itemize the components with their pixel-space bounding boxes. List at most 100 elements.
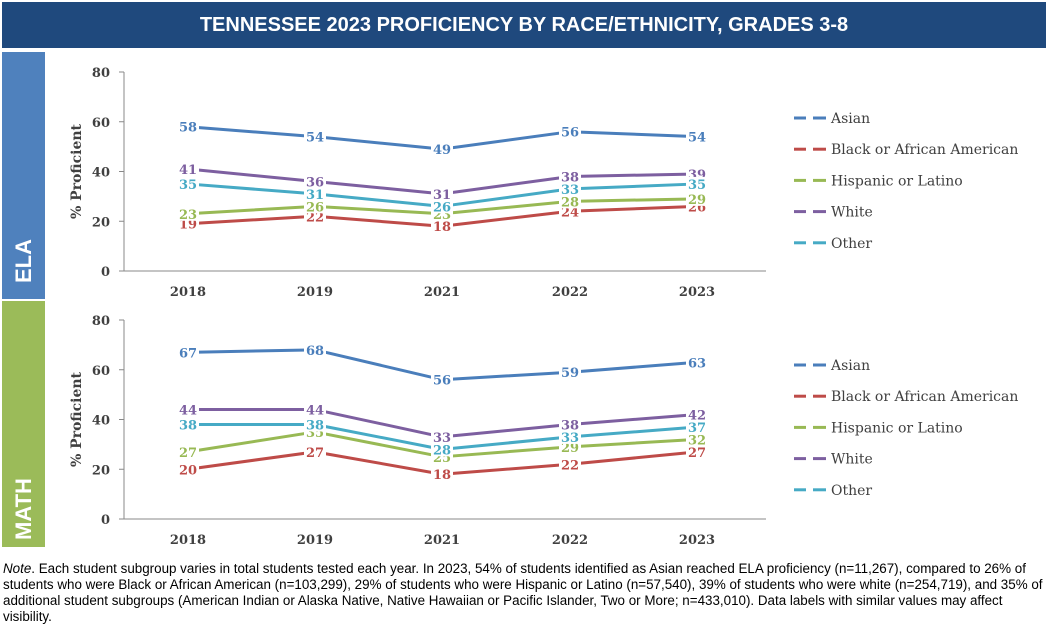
data-label-background [559, 457, 581, 472]
legend-label-asian: Asian [830, 358, 870, 374]
ela-panel-label: ELA [10, 238, 36, 283]
data-label-asian: 67 [179, 346, 197, 361]
data-label-background [304, 199, 326, 214]
data-label-background [304, 186, 326, 201]
data-label-asian: 58 [179, 121, 197, 136]
y-tick-label: 20 [92, 215, 110, 230]
data-label-asian: 54 [688, 131, 706, 146]
data-label-white: 38 [561, 170, 579, 185]
data-label-background [431, 142, 453, 157]
data-label-background [686, 355, 708, 370]
math-panel-tab: MATH [2, 301, 45, 547]
data-label-hispanic-or-latino: 23 [179, 208, 197, 223]
data-label-white: 44 [306, 404, 324, 419]
data-label-background [431, 219, 453, 234]
ela-panel-tab: ELA [2, 52, 45, 299]
data-label-hispanic-or-latino: 29 [688, 193, 706, 208]
data-label-background [686, 407, 708, 422]
data-label-background [304, 129, 326, 144]
y-tick-label: 80 [92, 66, 110, 81]
data-label-background [559, 194, 581, 209]
data-label-white: 44 [179, 404, 197, 419]
data-label-background [177, 206, 199, 221]
data-label-background [177, 119, 199, 134]
data-label-background [177, 444, 199, 459]
data-label-background [686, 419, 708, 434]
x-tick-label: 2023 [679, 285, 715, 300]
data-label-black-or-african-american: 18 [433, 220, 451, 235]
x-tick-label: 2018 [170, 285, 206, 300]
data-label-background [559, 417, 581, 432]
data-label-background [686, 191, 708, 206]
x-tick-label: 2018 [170, 533, 206, 548]
data-label-background [177, 462, 199, 477]
legend-label-black-or-african-american: Black or African American [831, 389, 1018, 405]
data-label-asian: 63 [688, 356, 706, 371]
chart-title: TENNESSEE 2023 PROFICIENCY BY RACE/ETHNI… [199, 13, 849, 36]
y-tick-label: 40 [92, 414, 110, 429]
data-label-background [304, 174, 326, 189]
data-label-other: 26 [433, 200, 451, 215]
chart-title-bar: TENNESSEE 2023 PROFICIENCY BY RACE/ETHNI… [2, 2, 1046, 48]
data-label-white: 36 [306, 175, 324, 190]
data-label-black-or-african-american: 22 [306, 210, 324, 225]
legend-label-asian: Asian [830, 111, 870, 127]
y-tick-label: 60 [92, 364, 110, 379]
ela-line-chart: 0 20 40 60 80 2018 2019 2021 2022 2023 % Proficien… [69, 66, 1018, 300]
math-panel-label: MATH [10, 478, 36, 540]
data-label-hispanic-or-latino: 26 [306, 200, 324, 215]
data-label-asian: 59 [561, 366, 579, 381]
data-label-white: 38 [561, 418, 579, 433]
data-label-background [686, 176, 708, 191]
y-tick-label: 80 [92, 314, 110, 329]
data-label-asian: 56 [561, 126, 579, 141]
y-tick-label: 60 [92, 116, 110, 131]
data-label-white: 31 [433, 188, 451, 203]
data-label-background [431, 467, 453, 482]
data-label-hispanic-or-latino: 32 [688, 433, 706, 448]
legend-label-black-or-african-american: Black or African American [831, 142, 1018, 158]
note-text: . Each student subgroup varies in total … [3, 561, 1043, 624]
data-label-background [177, 417, 199, 432]
y-tick-label: 20 [92, 463, 110, 478]
legend-label-white: White [831, 452, 873, 468]
legend-label-hispanic-or-latino: Hispanic or Latino [831, 420, 963, 436]
data-label-background [559, 429, 581, 444]
data-label-asian: 54 [306, 131, 324, 146]
data-label-background [559, 365, 581, 380]
legend-label-hispanic-or-latino: Hispanic or Latino [831, 173, 963, 189]
data-label-background [559, 181, 581, 196]
data-label-asian: 49 [433, 143, 451, 158]
data-label-other: 38 [179, 418, 197, 433]
data-label-black-or-african-american: 24 [561, 205, 579, 220]
data-label-black-or-african-american: 19 [179, 218, 197, 233]
chart-note: Note. Each student subgroup varies in to… [3, 561, 1043, 625]
x-tick-label: 2021 [424, 285, 460, 300]
data-label-asian: 56 [433, 374, 451, 389]
data-label-background [177, 402, 199, 417]
data-label-background [686, 432, 708, 447]
data-label-black-or-african-american: 27 [306, 446, 324, 461]
data-label-other: 37 [688, 421, 706, 436]
data-label-background [304, 402, 326, 417]
data-label-hispanic-or-latino: 28 [561, 195, 579, 210]
data-label-background [431, 186, 453, 201]
x-tick-label: 2022 [552, 285, 588, 300]
data-label-background [431, 429, 453, 444]
data-label-other: 33 [561, 183, 579, 198]
data-label-background [431, 199, 453, 214]
x-tick-label: 2021 [424, 533, 460, 548]
data-label-background [177, 176, 199, 191]
x-tick-label: 2023 [679, 533, 715, 548]
data-label-other: 28 [433, 443, 451, 458]
data-label-background [686, 129, 708, 144]
data-label-other: 38 [306, 418, 324, 433]
data-label-background [177, 345, 199, 360]
data-label-background [304, 417, 326, 432]
data-label-background [559, 124, 581, 139]
data-label-black-or-african-american: 18 [433, 468, 451, 483]
data-label-hispanic-or-latino: 29 [561, 441, 579, 456]
y-tick-label: 0 [101, 513, 110, 528]
x-tick-label: 2019 [297, 533, 333, 548]
